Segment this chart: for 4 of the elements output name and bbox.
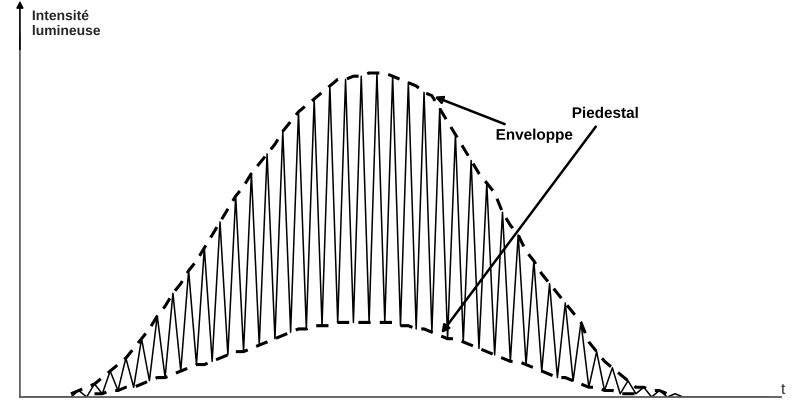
y-axis-title: Intensité lumineuse — [32, 10, 100, 36]
text: Piedestal — [572, 106, 638, 118]
x-axis-title: t — [781, 384, 786, 394]
text: Enveloppe — [496, 128, 572, 143]
